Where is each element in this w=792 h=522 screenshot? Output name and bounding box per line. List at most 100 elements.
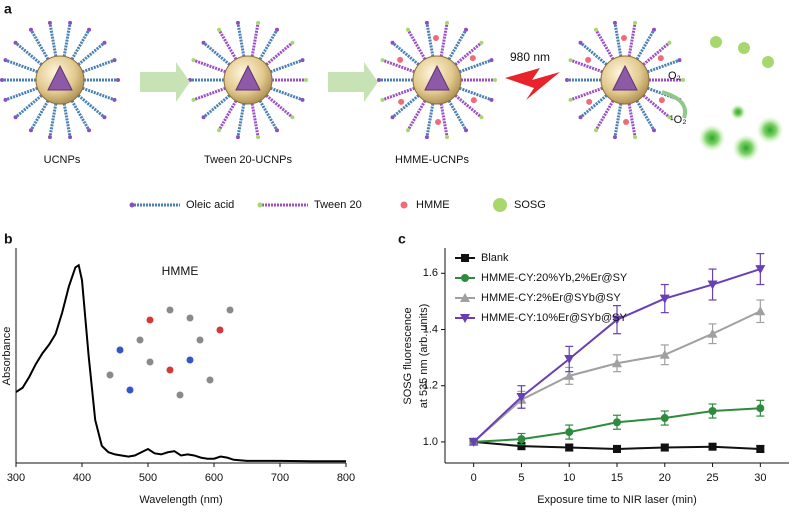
- stage-label: Tween 20-UCNPs: [204, 154, 293, 166]
- ligand-head: [464, 128, 468, 133]
- marker: [756, 444, 765, 453]
- sosg-dot: [756, 116, 784, 144]
- ligand: [447, 100, 468, 131]
- ligand-head: [380, 58, 385, 63]
- ligand: [627, 22, 637, 57]
- hmme-dot: [398, 98, 405, 105]
- y-tick-label: 1.4: [423, 323, 438, 335]
- atom: [146, 358, 154, 366]
- sosg-dot: [738, 42, 750, 54]
- ligand-head: [3, 97, 8, 102]
- oxygen-label: O₂: [668, 70, 681, 82]
- ligand: [270, 86, 304, 102]
- legend-marker: [461, 274, 469, 282]
- ligand-head: [489, 97, 494, 102]
- y-tick-label: 1.0: [423, 436, 438, 448]
- ligand: [62, 103, 72, 138]
- x-tick-label: 30: [754, 472, 766, 484]
- ligand-head: [578, 115, 583, 120]
- sosg-dot: [730, 104, 746, 120]
- hmme-dot: [397, 56, 404, 63]
- ligand: [82, 86, 116, 102]
- x-tick-label: 400: [73, 472, 91, 484]
- ligand: [48, 103, 58, 138]
- x-tick-label: 20: [659, 472, 671, 484]
- ligand: [202, 41, 231, 66]
- marker: [612, 315, 622, 325]
- ligand-head: [68, 20, 73, 25]
- ligand: [447, 29, 468, 60]
- ligand: [642, 41, 671, 66]
- x-tick-label: 700: [271, 472, 289, 484]
- ligand: [217, 100, 238, 131]
- hmme-dot: [658, 97, 665, 104]
- marker: [756, 404, 765, 413]
- hmme-dot: [435, 118, 442, 125]
- hmme-dot: [657, 55, 664, 62]
- ligand-head: [0, 78, 4, 82]
- ligand-head: [445, 20, 450, 25]
- ligand-head: [667, 115, 672, 120]
- ligand: [459, 58, 493, 74]
- laser-label: 980 nm: [510, 50, 550, 64]
- ligand: [77, 94, 106, 119]
- legend-marker: [460, 314, 470, 323]
- process-arrow: [140, 62, 190, 102]
- marker: [613, 444, 621, 453]
- legend-text: Tween 20: [314, 199, 362, 211]
- ligand: [391, 94, 420, 119]
- marker: [516, 392, 527, 402]
- ligand: [250, 103, 260, 138]
- ligand-head: [13, 115, 18, 120]
- ligand: [627, 103, 637, 138]
- ligand-head: [29, 27, 33, 32]
- marker: [613, 418, 621, 427]
- ligand: [613, 103, 623, 138]
- ligand: [250, 22, 260, 57]
- ligand: [14, 94, 43, 119]
- ligand-head: [652, 128, 656, 133]
- marker: [612, 358, 622, 368]
- x-tick-label: 600: [205, 472, 223, 484]
- atom: [146, 316, 154, 324]
- ligand-head: [565, 78, 569, 82]
- core-cut: [47, 64, 73, 91]
- ligand: [29, 100, 50, 131]
- legend-marker: [460, 293, 470, 302]
- atom: [196, 336, 204, 344]
- legend-icon: [129, 202, 135, 208]
- ligand: [258, 100, 279, 131]
- atom: [186, 356, 194, 364]
- ligand-head: [201, 40, 206, 45]
- ligand: [613, 22, 623, 57]
- marker: [517, 435, 526, 444]
- legend-text: Blank: [481, 252, 509, 264]
- ligand: [635, 100, 656, 131]
- ligand: [594, 100, 615, 131]
- atom: [136, 336, 144, 344]
- x-axis-label: Wavelength (nm): [139, 494, 222, 506]
- ligand-head: [13, 40, 18, 45]
- ligand-head: [612, 135, 617, 140]
- sosg-dot: [698, 124, 726, 152]
- atom: [176, 391, 184, 399]
- ligand-head: [304, 78, 308, 82]
- ligand-head: [290, 115, 295, 120]
- ligand-head: [424, 135, 429, 140]
- ligand-head: [256, 20, 261, 25]
- sosg-dot: [732, 134, 760, 162]
- line: [15, 263, 346, 463]
- series: [468, 253, 766, 447]
- legend-text: SOSG: [514, 199, 546, 211]
- ligand: [406, 29, 427, 60]
- marker: [707, 328, 718, 338]
- ligand: [77, 41, 106, 66]
- x-tick-label: 5: [518, 472, 524, 484]
- ligand-head: [112, 58, 117, 63]
- atom: [116, 346, 124, 354]
- ligand-head: [479, 115, 484, 120]
- hmme-dot: [469, 55, 476, 62]
- ligand-head: [568, 97, 573, 102]
- ligand-head: [87, 27, 91, 32]
